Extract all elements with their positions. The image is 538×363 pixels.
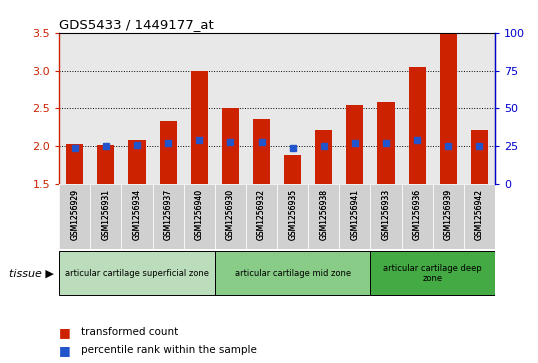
Bar [129, 140, 146, 184]
Bar [339, 184, 371, 249]
Bar [222, 109, 239, 184]
Text: GSM1256941: GSM1256941 [350, 189, 359, 240]
Bar [433, 184, 464, 249]
Bar [183, 184, 215, 249]
Text: GSM1256942: GSM1256942 [475, 189, 484, 240]
Text: GSM1256938: GSM1256938 [319, 189, 328, 240]
Bar [378, 102, 394, 184]
Bar [215, 252, 371, 295]
Text: GSM1256930: GSM1256930 [226, 189, 235, 240]
Bar [59, 184, 90, 249]
Text: GSM1256942: GSM1256942 [475, 189, 484, 240]
Bar [153, 184, 183, 249]
Text: GSM1256939: GSM1256939 [444, 189, 453, 240]
Text: tissue ▶: tissue ▶ [9, 268, 54, 278]
Bar [90, 184, 122, 249]
Text: GSM1256936: GSM1256936 [413, 189, 422, 240]
Text: GSM1256933: GSM1256933 [381, 189, 391, 240]
Text: GSM1256930: GSM1256930 [226, 189, 235, 240]
Text: GSM1256941: GSM1256941 [350, 189, 359, 240]
Text: GSM1256929: GSM1256929 [70, 189, 79, 240]
Bar [464, 184, 495, 249]
Bar [253, 119, 270, 184]
Bar [277, 184, 308, 249]
Text: GSM1256935: GSM1256935 [288, 189, 297, 240]
Bar [315, 130, 332, 184]
Text: GSM1256934: GSM1256934 [132, 189, 141, 240]
Bar [346, 105, 364, 184]
Bar [122, 184, 153, 249]
Bar [471, 130, 488, 184]
Text: GSM1256937: GSM1256937 [164, 189, 173, 240]
Text: GSM1256936: GSM1256936 [413, 189, 422, 240]
Text: ■: ■ [59, 344, 71, 357]
Text: percentile rank within the sample: percentile rank within the sample [81, 345, 257, 355]
Bar [190, 71, 208, 184]
Bar [371, 184, 401, 249]
Bar [215, 184, 246, 249]
Bar [401, 184, 433, 249]
Bar [408, 68, 426, 184]
Bar [66, 144, 83, 184]
Bar [284, 155, 301, 184]
Bar [371, 252, 495, 295]
Text: articular cartilage deep
zone: articular cartilage deep zone [384, 264, 482, 283]
Text: GSM1256932: GSM1256932 [257, 189, 266, 240]
Bar [160, 121, 176, 184]
Text: GSM1256940: GSM1256940 [195, 189, 204, 240]
Text: GSM1256932: GSM1256932 [257, 189, 266, 240]
Bar [440, 34, 457, 184]
Text: ■: ■ [59, 326, 71, 339]
Text: GSM1256940: GSM1256940 [195, 189, 204, 240]
Text: GSM1256935: GSM1256935 [288, 189, 297, 240]
Text: GSM1256938: GSM1256938 [319, 189, 328, 240]
Text: GDS5433 / 1449177_at: GDS5433 / 1449177_at [59, 19, 214, 32]
Text: GSM1256934: GSM1256934 [132, 189, 141, 240]
Text: GSM1256931: GSM1256931 [101, 189, 110, 240]
Text: GSM1256933: GSM1256933 [381, 189, 391, 240]
Text: GSM1256929: GSM1256929 [70, 189, 79, 240]
Text: GSM1256937: GSM1256937 [164, 189, 173, 240]
Text: transformed count: transformed count [81, 327, 178, 337]
Bar [246, 184, 277, 249]
Text: GSM1256931: GSM1256931 [101, 189, 110, 240]
Text: articular cartilage superficial zone: articular cartilage superficial zone [65, 269, 209, 278]
Text: GSM1256939: GSM1256939 [444, 189, 453, 240]
Text: articular cartilage mid zone: articular cartilage mid zone [235, 269, 351, 278]
Bar [97, 146, 115, 184]
Bar [308, 184, 339, 249]
Bar [59, 252, 215, 295]
